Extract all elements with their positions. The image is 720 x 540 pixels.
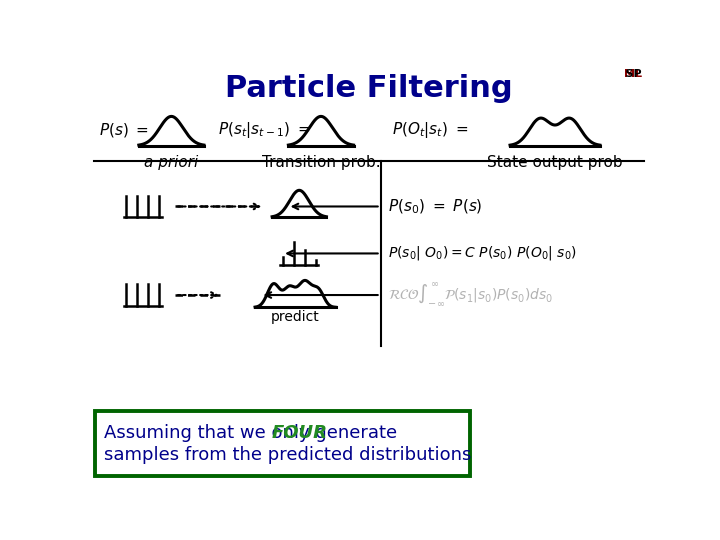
Text: $P(s_0)\ =\ P(s)$: $P(s_0)\ =\ P(s)$ [388,197,483,215]
Text: $P(s)\ =$: $P(s)\ =$ [99,122,149,139]
Text: samples from the predicted distributions: samples from the predicted distributions [104,446,472,464]
Text: predict: predict [271,309,320,323]
Text: Transition prob.: Transition prob. [261,155,380,170]
Text: SP: SP [610,69,642,79]
Text: FOUR: FOUR [272,424,328,442]
Text: Assuming that we only generate: Assuming that we only generate [104,424,402,442]
Text: State output prob: State output prob [487,155,623,170]
Text: a priori: a priori [144,155,199,170]
FancyBboxPatch shape [94,411,469,476]
Text: $P(O_t|s_t)\ =$: $P(O_t|s_t)\ =$ [392,120,469,140]
Text: $P(s_0|\ O_0) = C\ P(s_0)\ P(O_0|\ s_0)$: $P(s_0|\ O_0) = C\ P(s_0)\ P(O_0|\ s_0)$ [388,245,577,262]
Text: $P(s_t|s_{t-1})\ =$: $P(s_t|s_{t-1})\ =$ [218,120,310,140]
Text: $\mathcal{R}\mathcal{C}\mathcal{O}\int_{-\infty}^{\infty}\mathcal{P}(s_1|s_0)P(s: $\mathcal{R}\mathcal{C}\mathcal{O}\int_{… [388,282,554,308]
Text: Particle Filtering: Particle Filtering [225,74,513,103]
Text: ML: ML [624,69,642,79]
